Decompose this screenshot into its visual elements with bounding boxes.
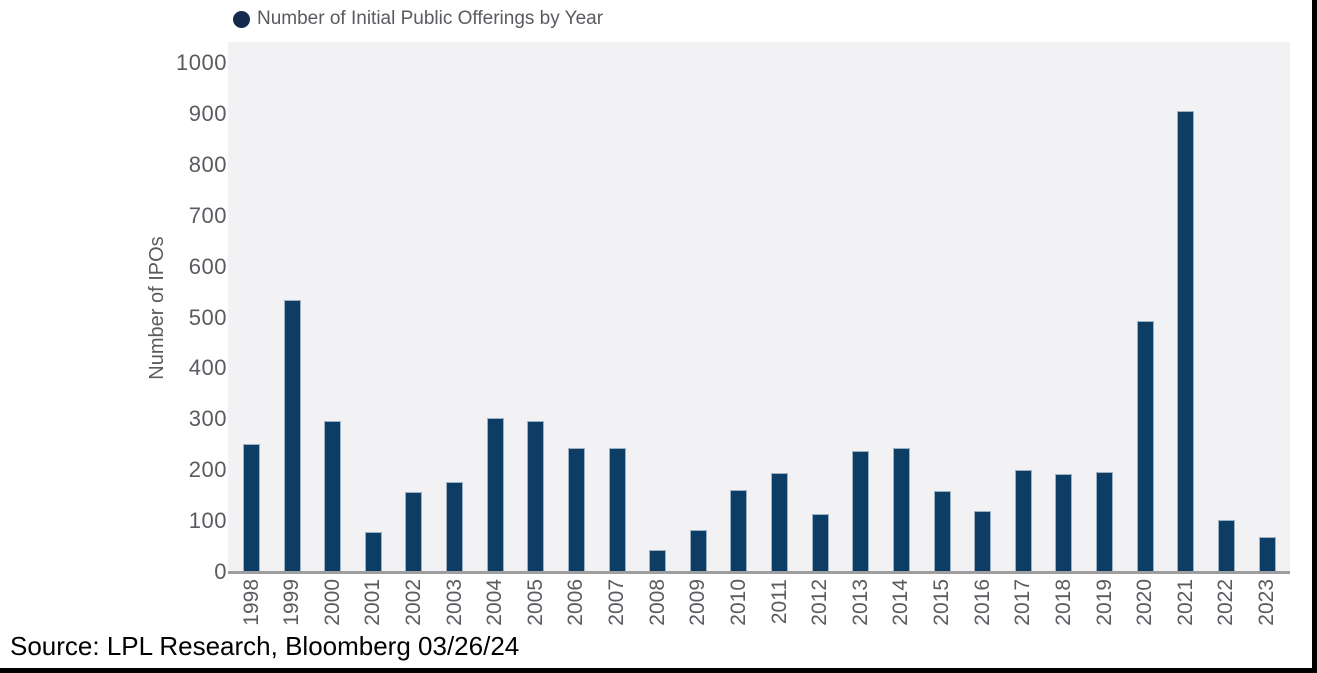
x-tick-label: 2018 [1051,579,1075,626]
bar-1999 [283,299,301,572]
x-tick-label: 2009 [686,579,710,626]
bar-2022 [1217,520,1235,572]
x-tick-label: 2010 [726,579,750,626]
bar-2013 [852,450,870,572]
y-tick-label: 600 [188,253,227,279]
x-tick-label: 2003 [442,579,466,626]
x-tick-label: 2021 [1173,579,1197,626]
bar-1998 [243,443,260,572]
x-tick-label: 2012 [808,579,832,626]
bar-2018 [1055,473,1073,572]
bar-2000 [324,420,342,572]
y-tick-label: 100 [188,508,227,534]
x-tick-label: 2014 [889,579,913,626]
x-tick-label: 2023 [1255,579,1278,626]
legend-label: Number of Initial Public Offerings by Ye… [257,8,604,29]
x-tick-label: 2007 [605,579,629,626]
legend: Number of Initial Public Offerings by Ye… [233,8,603,30]
x-tick-label: 2001 [361,579,385,626]
bar-2020 [1136,320,1154,572]
x-tick-label: 2019 [1092,579,1116,626]
bar-2015 [933,490,951,572]
bar-2009 [689,529,707,572]
y-tick-label: 700 [188,202,227,228]
bar-2010 [730,489,748,572]
x-tick-label: 2017 [1011,579,1035,626]
bar-2011 [771,472,789,572]
bar-2014 [892,447,910,572]
frame-border-right [1312,0,1317,673]
bar-2005 [527,420,545,572]
bar-2016 [974,511,992,572]
x-axis-line [228,571,1290,574]
x-tick-label: 2022 [1214,579,1238,626]
bar-2007 [608,447,626,572]
bar-2001 [364,532,382,572]
bar-2021 [1177,110,1195,572]
y-tick-label: 400 [188,355,227,381]
x-tick-label: 2015 [930,579,954,626]
y-tick-label: 1000 [176,50,227,75]
bar-2023 [1258,537,1276,572]
x-tick-label: 2006 [564,579,588,626]
bar-2004 [486,418,504,572]
frame-border-bottom [0,668,1317,673]
x-tick-label: 2020 [1133,579,1157,626]
bar-2012 [811,513,829,572]
bar-2019 [1096,472,1114,572]
y-tick-label: 300 [188,406,227,432]
x-tick-label: 2016 [970,579,994,626]
y-axis-title: Number of IPOs [146,236,168,380]
bar-2003 [446,482,464,572]
y-tick-label: 200 [188,457,227,483]
bar-2002 [405,492,423,572]
source-note: Source: LPL Research, Bloomberg 03/26/24 [10,631,520,661]
bar-2006 [567,448,585,572]
legend-dot-icon [233,10,250,28]
y-tick-label: 500 [188,304,227,330]
y-tick-label: 0 [214,559,227,584]
x-tick-label: 2005 [523,579,547,626]
bar-2008 [649,549,667,572]
bar-2017 [1014,469,1032,572]
x-tick-label: 2008 [645,579,669,626]
plot-area [228,42,1290,572]
x-tick-label: 1998 [239,579,263,626]
x-tick-label: 2004 [483,579,507,626]
y-tick-label: 900 [188,100,227,126]
x-tick-label: 2000 [320,579,344,626]
x-tick-label: 2013 [848,579,872,626]
x-tick-label: 2011 [767,579,791,625]
x-tick-label: 2002 [401,579,425,626]
x-tick-label: 1999 [280,579,304,626]
y-tick-label: 800 [188,151,227,177]
